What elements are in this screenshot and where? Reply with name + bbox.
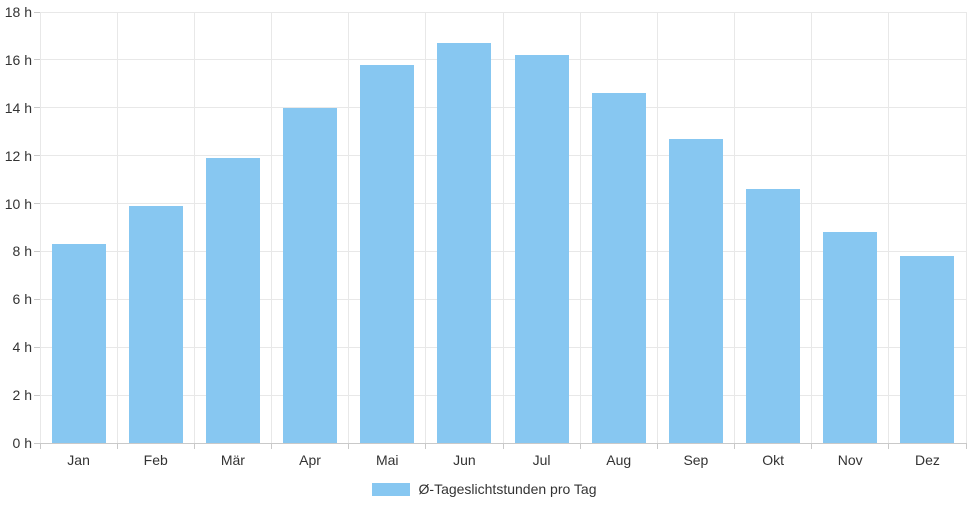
x-axis-tick <box>271 443 272 449</box>
gridline-vertical <box>656 12 658 443</box>
bar-feb[interactable] <box>128 205 183 443</box>
bar-jun[interactable] <box>437 43 492 443</box>
x-axis-tick <box>579 443 581 449</box>
y-axis-tick <box>34 203 40 205</box>
gridline-vertical <box>193 12 195 443</box>
x-axis-tick <box>348 443 350 449</box>
legend-swatch <box>371 482 410 496</box>
x-axis-label-jul: Jul <box>532 452 551 468</box>
y-axis-tick <box>34 155 40 157</box>
gridline-vertical <box>965 12 967 443</box>
gridline-vertical <box>502 12 504 443</box>
x-axis-label-aug: Aug <box>606 452 632 468</box>
x-axis-tick <box>116 443 118 449</box>
bar-mai[interactable] <box>360 64 415 443</box>
y-axis-tick <box>34 11 40 13</box>
x-axis-tick <box>734 443 735 449</box>
x-axis-label-apr: Apr <box>299 452 321 468</box>
x-axis-tick <box>425 443 427 449</box>
x-axis-tick <box>965 443 967 449</box>
x-axis-label-nov: Nov <box>837 452 863 468</box>
y-axis-tick <box>34 59 40 61</box>
gridline-vertical <box>425 12 427 443</box>
y-axis-tick-label: 16 h <box>4 51 32 68</box>
x-axis-label-dez: Dez <box>914 452 940 468</box>
gridline-vertical <box>271 12 272 443</box>
gridline-vertical <box>116 12 118 443</box>
y-axis-tick-label: 14 h <box>4 99 32 116</box>
bar-maer[interactable] <box>205 158 260 443</box>
gridline-vertical <box>811 12 813 443</box>
y-axis-tick-label: 10 h <box>4 195 32 212</box>
x-axis-label-jan: Jan <box>67 452 90 468</box>
bar-sep[interactable] <box>668 138 723 443</box>
bar-aug[interactable] <box>591 93 646 443</box>
y-axis-tick-label: 12 h <box>4 147 32 164</box>
y-axis-tick <box>34 442 40 444</box>
x-axis-label-feb: Feb <box>143 452 168 468</box>
x-axis-tick <box>811 443 813 449</box>
y-axis-tick-label: 0 h <box>12 435 32 451</box>
x-axis-tick <box>39 443 41 449</box>
bar-apr[interactable] <box>283 107 338 443</box>
y-axis-tick-label: 6 h <box>12 291 32 308</box>
y-axis-tick <box>34 107 40 109</box>
x-axis-label-jun: Jun <box>453 452 476 468</box>
gridline-vertical <box>579 12 581 443</box>
y-axis-tick-label: 2 h <box>12 387 32 404</box>
x-axis-tick <box>502 443 504 449</box>
gridline-vertical <box>734 12 735 443</box>
y-axis-tick <box>34 250 40 252</box>
y-axis-tick-label: 8 h <box>12 243 32 260</box>
x-axis-label-mai: Mai <box>375 452 399 468</box>
bar-okt[interactable] <box>746 189 801 443</box>
gridline-vertical <box>348 12 350 443</box>
x-axis-tick <box>888 443 890 449</box>
gridline-vertical <box>888 12 890 443</box>
bar-nov[interactable] <box>823 232 878 443</box>
y-axis-tick <box>34 394 40 396</box>
legend[interactable]: Ø-Tageslichtstunden pro Tag <box>0 480 968 498</box>
legend-label: Ø-Tageslichtstunden pro Tag <box>418 481 597 497</box>
bar-dez[interactable] <box>900 256 955 443</box>
x-axis-label-okt: Okt <box>762 452 784 468</box>
bar-jul[interactable] <box>514 55 569 443</box>
y-axis-tick <box>34 298 40 300</box>
bar-jan[interactable] <box>51 244 106 443</box>
y-axis-tick-label: 18 h <box>4 4 32 20</box>
x-axis-tick <box>193 443 195 449</box>
x-axis-label-sep: Sep <box>683 452 709 468</box>
gridline-vertical <box>39 12 41 443</box>
y-axis-tick-label: 4 h <box>12 339 32 356</box>
x-axis-label-maer: Mär <box>220 452 245 468</box>
y-axis-tick <box>34 346 40 348</box>
x-axis-tick <box>656 443 658 449</box>
